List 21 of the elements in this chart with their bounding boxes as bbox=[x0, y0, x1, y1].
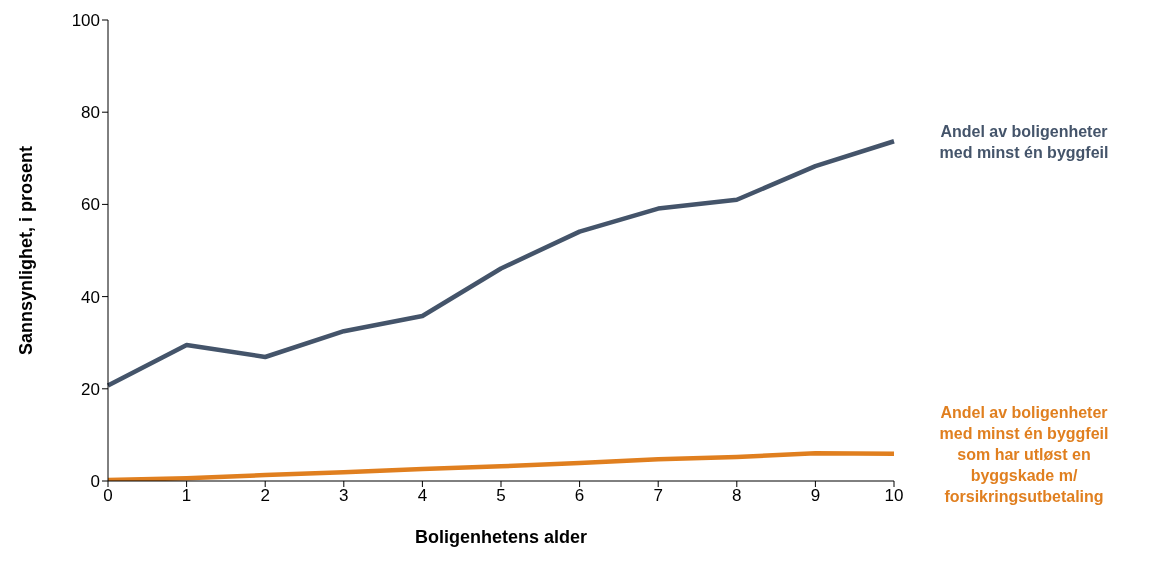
y-tick-label: 20 bbox=[81, 379, 100, 399]
text: Andel av boligenheter med minst én byggfeil bbox=[939, 122, 1109, 161]
x-tick-label: 1 bbox=[181, 486, 192, 506]
x-tick-label: 8 bbox=[732, 486, 742, 506]
x-tick-label: 4 bbox=[417, 486, 428, 506]
x-tick-label: 10 bbox=[884, 486, 904, 506]
x-tick-label: 0 bbox=[103, 486, 113, 506]
x-tick-label: 6 bbox=[574, 486, 585, 506]
y-tick-label: 100 bbox=[71, 11, 100, 31]
x-tick-label: 2 bbox=[260, 486, 270, 506]
y-tick-label: 40 bbox=[81, 287, 100, 307]
y-tick-label: 60 bbox=[81, 195, 100, 215]
y-axis-title: Sannsynlighet, i prosent bbox=[16, 145, 37, 356]
x-tick-label: 5 bbox=[496, 486, 506, 506]
y-tick-label: 0 bbox=[90, 472, 100, 492]
x-tick-label: 3 bbox=[339, 486, 349, 506]
x-axis-title: Boligenhetens alder bbox=[414, 527, 588, 547]
y-tick-label: 80 bbox=[81, 103, 100, 123]
text: Andel av boligenheter med minst én byggfeil som har utløst en byggskade m/ forsikringsutbetaling bbox=[939, 403, 1109, 505]
x-tick-label: 7 bbox=[653, 486, 663, 506]
x-tick-label: 9 bbox=[810, 486, 821, 506]
